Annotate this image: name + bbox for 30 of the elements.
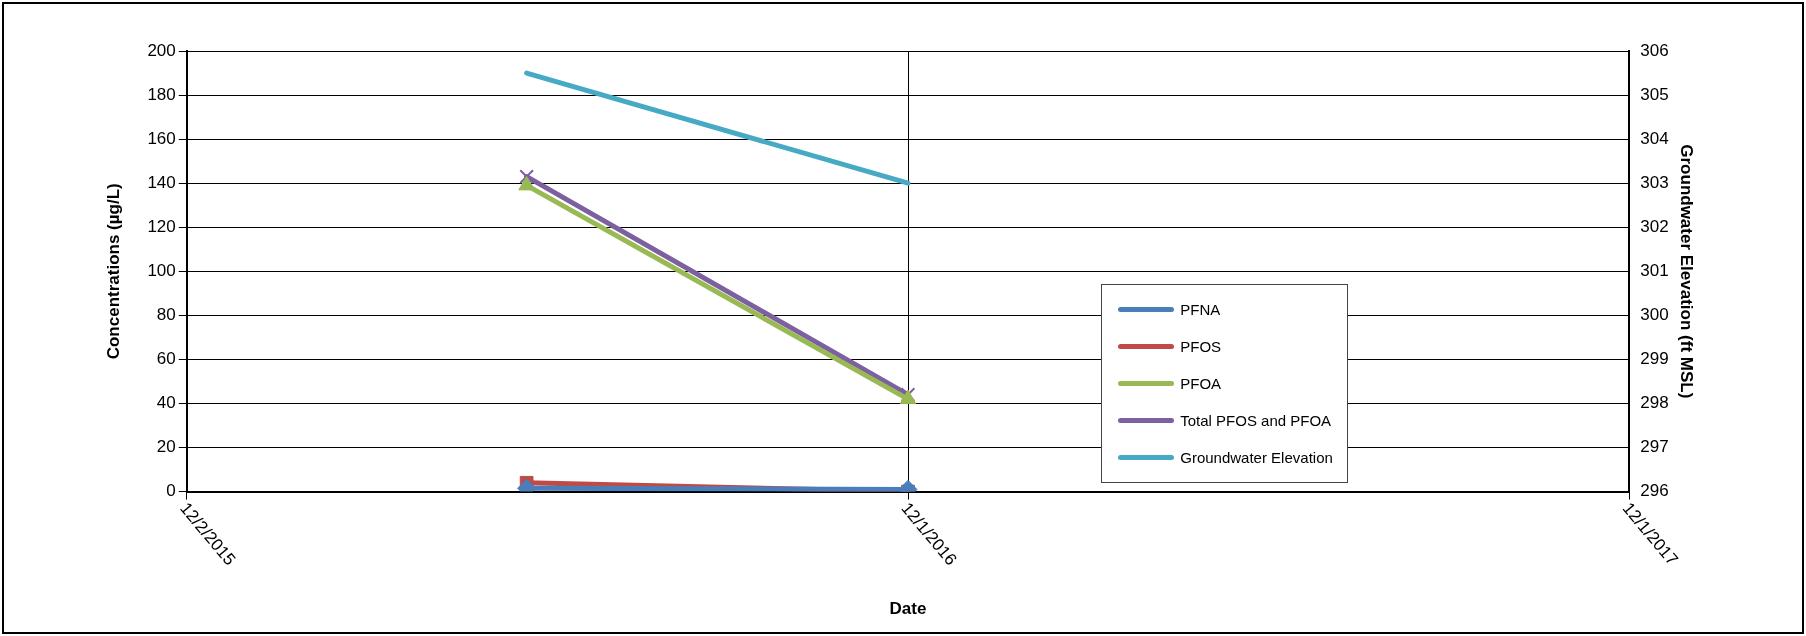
y2-tick-label: 305 bbox=[1640, 84, 1669, 104]
y-tick-label: 40 bbox=[156, 393, 176, 413]
y-tick-label: 140 bbox=[147, 172, 176, 192]
y-axis-title: Concentrations (µg/L) bbox=[103, 183, 123, 360]
y2-tick-label: 301 bbox=[1640, 260, 1669, 280]
y2-tick-label: 306 bbox=[1640, 40, 1669, 60]
y-tick-label: 20 bbox=[156, 437, 176, 457]
y2-tick-label: 299 bbox=[1640, 349, 1669, 369]
y-tick-label: 180 bbox=[147, 84, 176, 104]
legend-label: PFNA bbox=[1180, 301, 1221, 319]
y2-tick-label: 304 bbox=[1640, 128, 1669, 148]
legend-label: PFOS bbox=[1180, 338, 1222, 356]
y2-tick-label: 298 bbox=[1640, 393, 1669, 413]
y2-tick-label: 297 bbox=[1640, 437, 1669, 457]
y-tick-label: 80 bbox=[156, 305, 176, 325]
y-tick-label: 0 bbox=[166, 481, 176, 501]
y2-axis-title: Groundwater Elevation (ft MSL) bbox=[1677, 144, 1697, 399]
legend-label: Total PFOS and PFOA bbox=[1180, 412, 1332, 430]
y2-tick-label: 303 bbox=[1640, 172, 1669, 192]
y2-tick-label: 296 bbox=[1640, 481, 1669, 501]
y-tick-label: 60 bbox=[156, 349, 176, 369]
y2-tick-label: 300 bbox=[1640, 305, 1669, 325]
y-tick-label: 160 bbox=[147, 128, 176, 148]
x-axis-title: Date bbox=[889, 599, 927, 619]
y2-tick-label: 302 bbox=[1640, 216, 1669, 236]
legend-label: Groundwater Elevation bbox=[1180, 449, 1333, 467]
legend-label: PFOA bbox=[1180, 375, 1222, 393]
y-tick-label: 120 bbox=[147, 216, 176, 236]
y-tick-label: 200 bbox=[147, 40, 176, 60]
y-tick-label: 100 bbox=[147, 260, 176, 280]
